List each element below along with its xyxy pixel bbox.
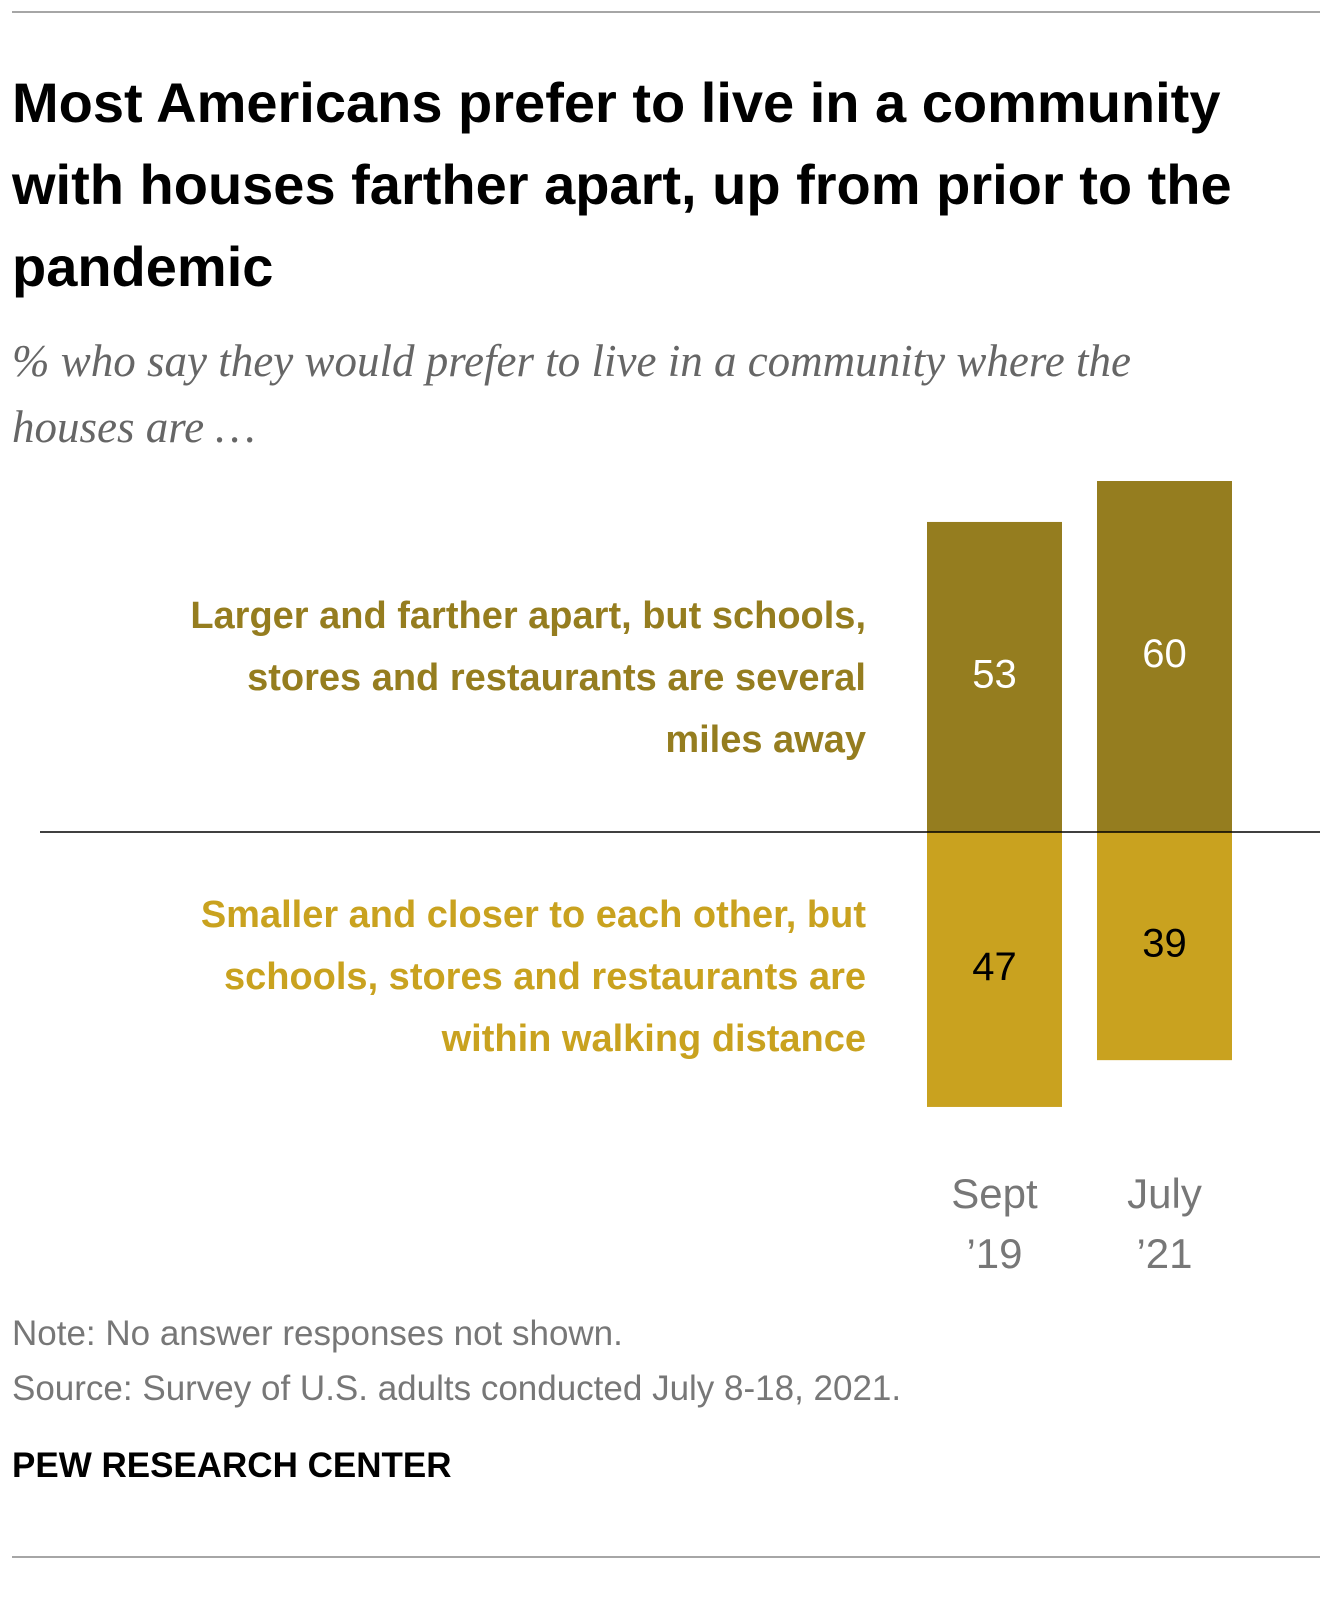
x-tick-label: July: [1127, 1170, 1202, 1217]
bar: [927, 832, 1062, 1107]
source: Source: Survey of U.S. adults conducted …: [12, 1369, 902, 1408]
note: Note: No answer responses not shown.: [12, 1314, 623, 1353]
x-tick-label: ’21: [1136, 1230, 1192, 1277]
legend-label: Larger and farther apart, but schools, s…: [190, 595, 866, 761]
x-tick-label: Sept: [951, 1170, 1038, 1217]
legend-label: Smaller and closer to each other, but sc…: [200, 894, 866, 1060]
value-label: 47: [972, 945, 1017, 989]
bar: [927, 521, 1062, 832]
bar: [1097, 832, 1232, 1061]
chart-subtitle: % who say they would prefer to live in a…: [12, 336, 1131, 452]
value-label: 39: [1142, 922, 1187, 966]
value-label: 60: [1142, 632, 1187, 676]
value-label: 53: [972, 653, 1017, 697]
bar: [1097, 481, 1232, 832]
chart-title: Most Americans prefer to live in a commu…: [12, 71, 1232, 298]
x-tick-label: ’19: [966, 1230, 1022, 1277]
credit: PEW RESEARCH CENTER: [12, 1446, 452, 1485]
